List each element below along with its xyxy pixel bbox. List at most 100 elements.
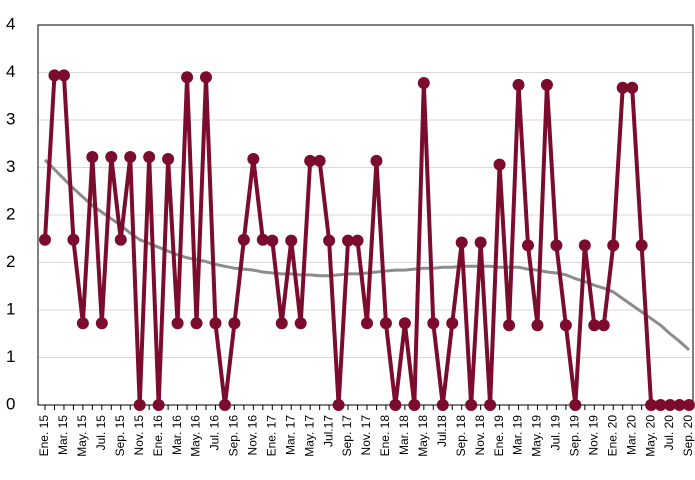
data-point [323, 234, 336, 247]
x-tick-label: Sep. 20 [681, 415, 695, 457]
data-point [493, 158, 506, 171]
x-tick-label: Nov. 18 [473, 415, 487, 456]
y-tick-label: 1 [6, 347, 15, 366]
data-point [237, 233, 250, 246]
data-point [143, 151, 156, 164]
data-point [550, 239, 563, 252]
data-point [398, 317, 411, 330]
data-point [218, 399, 231, 411]
data-point [76, 317, 89, 330]
data-point [484, 399, 497, 411]
data-point [683, 399, 695, 411]
y-tick-label: 4 [6, 14, 15, 33]
data-point [578, 239, 591, 252]
data-point [313, 154, 326, 167]
data-point [67, 233, 80, 246]
data-point [39, 233, 51, 246]
y-tick-label: 0 [6, 394, 15, 413]
data-point [95, 317, 108, 330]
y-tick-label: 3 [6, 157, 15, 176]
x-tick-label: May. 20 [643, 415, 657, 457]
x-tick-label: Jul.18 [435, 415, 449, 447]
data-point [294, 317, 307, 330]
data-point [124, 151, 137, 164]
x-tick-label: Nov. 15 [132, 415, 146, 456]
y-tick-label: 1 [6, 299, 15, 318]
data-point [455, 236, 468, 249]
x-tick-label: May. 19 [530, 415, 544, 457]
x-tick-label: Jul. 20 [662, 415, 676, 451]
x-tick-label: Ene. 19 [492, 415, 506, 457]
data-point [181, 71, 194, 84]
x-tick-label: Sep. 15 [113, 415, 127, 457]
data-point [569, 399, 582, 411]
data-point [351, 234, 364, 247]
data-point [607, 239, 620, 252]
data-point [635, 239, 648, 252]
data-point [285, 234, 298, 247]
x-tick-label: Jul. 15 [94, 415, 108, 451]
x-tick-label: Jul. 19 [549, 415, 563, 451]
x-tick-label: Mar. 16 [170, 415, 184, 455]
data-point [275, 317, 288, 330]
x-tick-label: Mar. 18 [397, 415, 411, 455]
data-point [228, 317, 241, 330]
data-point [389, 399, 402, 411]
x-tick-label: Sep. 17 [340, 415, 354, 457]
data-point [86, 151, 99, 164]
x-tick-label: Mar. 17 [283, 415, 297, 455]
data-point [190, 317, 203, 330]
data-point [114, 233, 127, 246]
data-point [152, 399, 165, 411]
data-point [474, 236, 487, 249]
data-point [436, 399, 449, 411]
x-tick-label: Mar. 20 [624, 415, 638, 455]
data-point [427, 317, 440, 330]
data-point [105, 151, 118, 164]
x-tick-label: Jul.17 [321, 415, 335, 447]
x-tick-label: Nov. 19 [586, 415, 600, 456]
data-point [133, 399, 146, 411]
data-point [417, 76, 430, 89]
x-tick-label: Ene. 16 [151, 415, 165, 457]
x-tick-label: Mar. 19 [511, 415, 525, 455]
data-point [266, 234, 279, 247]
data-point [446, 317, 459, 330]
x-tick-label: Ene. 15 [37, 415, 51, 457]
y-tick-label: 4 [6, 62, 15, 81]
x-tick-label: May. 17 [302, 415, 316, 457]
data-point [379, 317, 392, 330]
y-tick-label: 2 [6, 204, 15, 223]
data-point [512, 78, 525, 91]
data-point [465, 399, 478, 411]
data-point [162, 152, 175, 165]
data-point [597, 319, 610, 332]
data-point [361, 317, 373, 330]
plot-border [37, 24, 694, 406]
x-tick-label: Sep. 18 [454, 415, 468, 457]
data-point [408, 399, 421, 411]
x-tick-label: Jul. 16 [208, 415, 222, 451]
data-point [209, 317, 222, 330]
x-tick-label: May. 18 [416, 415, 430, 457]
data-point [559, 319, 572, 332]
data-point [531, 319, 544, 332]
y-tick-label: 2 [6, 252, 15, 271]
data-point [332, 399, 345, 411]
x-tick-label: Sep. 16 [227, 415, 241, 457]
x-tick-label: Ene. 17 [264, 415, 278, 457]
data-point [57, 69, 70, 82]
x-tick-label: Ene. 18 [378, 415, 392, 457]
y-tick-label: 3 [6, 109, 15, 128]
x-tick-label: Nov. 17 [359, 415, 373, 456]
data-point [200, 71, 212, 84]
x-tick-label: Sep. 19 [568, 415, 582, 457]
x-tick-label: May. 15 [75, 415, 89, 457]
data-point [626, 81, 639, 94]
data-point [540, 78, 553, 91]
data-point [503, 319, 516, 332]
data-point [370, 154, 383, 167]
data-point [522, 239, 534, 252]
x-tick-label: Nov. 16 [246, 415, 260, 456]
